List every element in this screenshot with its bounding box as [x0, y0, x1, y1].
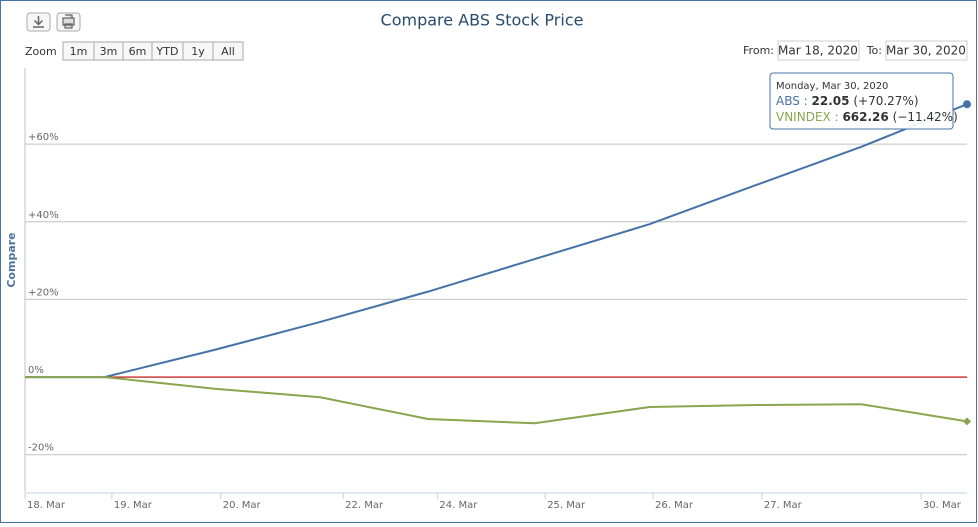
- y-tick-label: +20%: [28, 287, 59, 298]
- tooltip-change: (−11.42%): [893, 110, 958, 124]
- tooltip-price: 662.26: [842, 110, 888, 124]
- x-tick-label: 22. Mar: [345, 500, 384, 511]
- print-icon: [62, 14, 75, 29]
- zoom-button-label: 6m: [129, 45, 147, 58]
- tooltip-series-name: VNINDEX :: [776, 110, 839, 124]
- series-line: [25, 103, 968, 379]
- zoom-button[interactable]: [212, 41, 244, 61]
- y-tick-label: 0%: [28, 365, 44, 376]
- zoom-button-label: 1y: [191, 45, 205, 58]
- from-label: From:: [743, 44, 774, 57]
- y-tick-label: +40%: [28, 210, 59, 221]
- tooltip: Monday, Mar 30, 2020 ABS : 22.05 (+70.27%…: [769, 72, 958, 130]
- zoom-label: Zoom: [25, 45, 57, 58]
- x-tick-label: 19. Mar: [114, 500, 153, 511]
- from-value: Mar 18, 2020: [778, 44, 858, 58]
- series-marker: [963, 417, 971, 426]
- x-tick-label: 26. Mar: [655, 500, 694, 511]
- export-buttons: [26, 12, 81, 32]
- tooltip-row: ABS : 22.05 (+70.27%): [776, 94, 919, 108]
- chart-title: Compare ABS Stock Price: [381, 11, 584, 30]
- x-tick-label: 27. Mar: [764, 500, 803, 511]
- to-label: To:: [866, 44, 882, 57]
- zoom-buttons: 1m 3m 6m YTD 1y All: [62, 41, 244, 61]
- to-value: Mar 30, 2020: [886, 44, 966, 58]
- tooltip-series-name: ABS :: [776, 94, 808, 108]
- tooltip-box: [769, 72, 954, 130]
- zoom-button-label: YTD: [156, 45, 179, 58]
- x-tick-label: 30. Mar: [923, 500, 962, 511]
- download-icon: [33, 16, 44, 28]
- series-marker: [963, 100, 971, 109]
- zoom-button-label: 3m: [100, 45, 118, 58]
- x-tick-label: 18. Mar: [27, 500, 66, 511]
- y-tick-label: +60%: [28, 132, 59, 143]
- zoom-button-label: 1m: [70, 45, 88, 58]
- zoom-button-label: All: [221, 45, 235, 58]
- tooltip-row: VNINDEX : 662.26 (−11.42%): [776, 110, 958, 124]
- x-tick-label: 25. Mar: [547, 500, 586, 511]
- x-tick-label: 24. Mar: [439, 500, 478, 511]
- y-tick-label: -20%: [28, 443, 54, 454]
- to-input[interactable]: [885, 40, 968, 61]
- series-line: [25, 376, 968, 425]
- x-tick-label: 20. Mar: [223, 500, 262, 511]
- tooltip-date: Monday, Mar 30, 2020: [776, 81, 888, 92]
- tooltip-change: (+70.27%): [853, 94, 918, 108]
- y-axis-title: Compare: [5, 232, 18, 287]
- from-input[interactable]: [777, 40, 860, 61]
- tooltip-price: 22.05: [812, 94, 850, 108]
